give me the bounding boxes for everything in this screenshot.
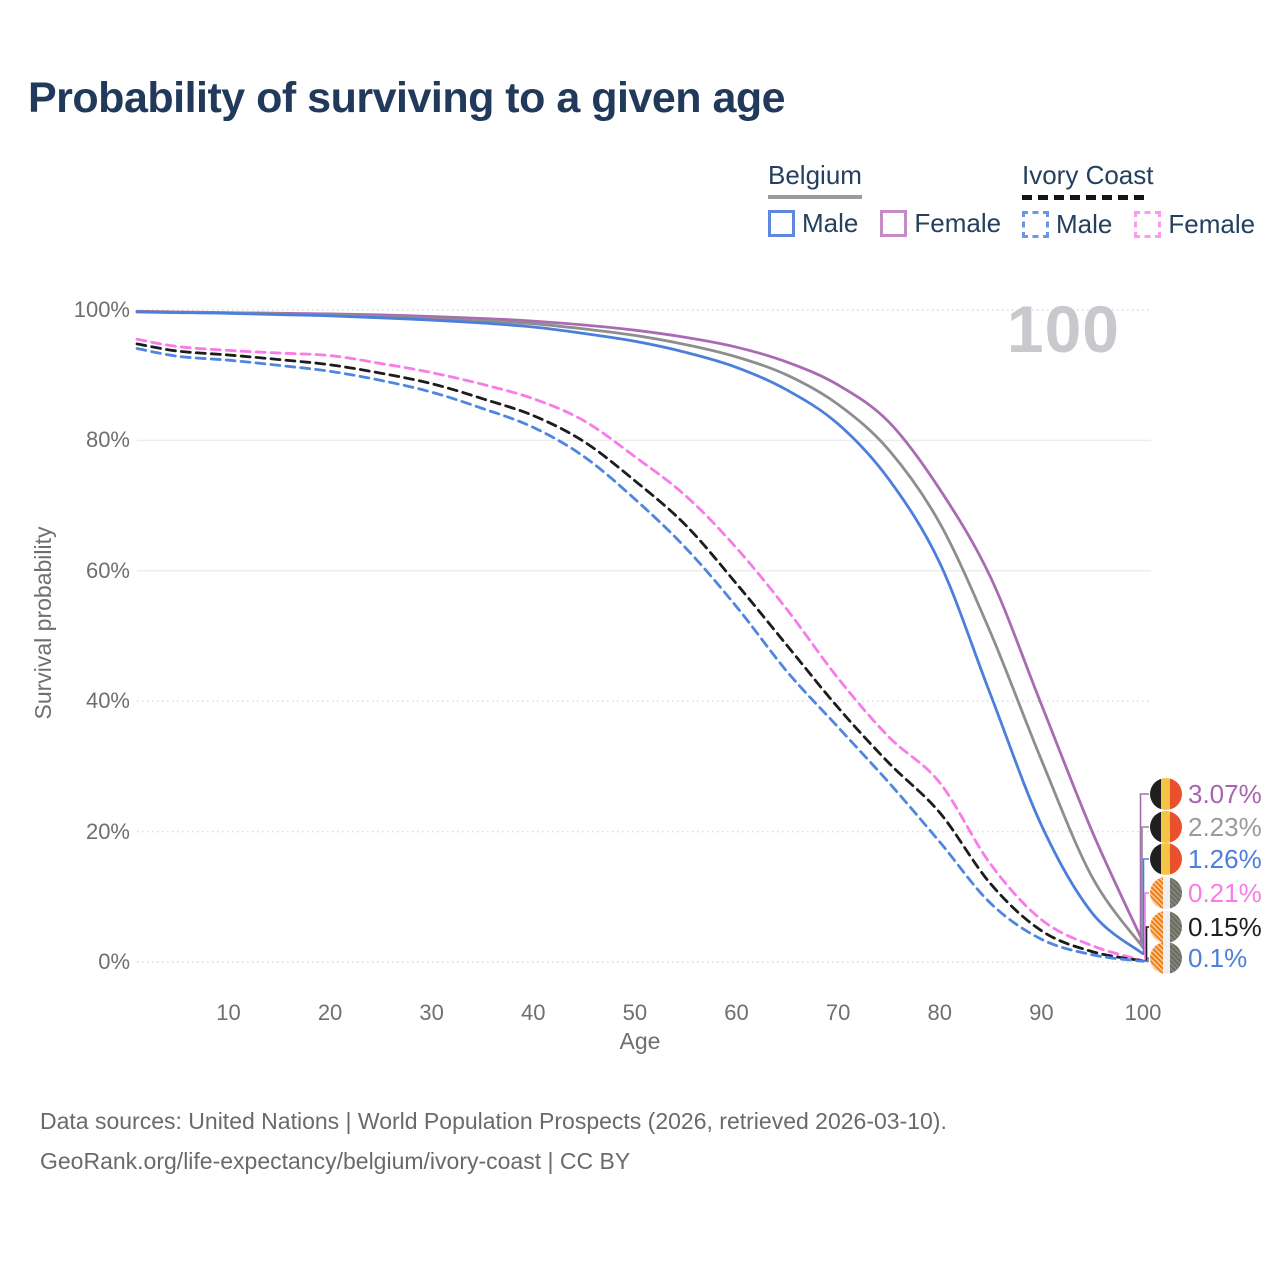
x-axis-tick-label: 30 xyxy=(419,1000,444,1025)
legend-item-label: Male xyxy=(802,208,859,238)
attribution-link: GeoRank.org/life-expectancy/belgium/ivor… xyxy=(40,1148,631,1174)
belgium-flag-icon xyxy=(1150,778,1182,810)
legend-item-belgium-male[interactable]: Male xyxy=(768,208,858,239)
end-label-leader-line xyxy=(1141,826,1149,949)
end-label-value: 3.07% xyxy=(1188,778,1262,809)
end-label-leader-line xyxy=(1143,957,1149,963)
page-title: Probability of surviving to a given age xyxy=(28,74,786,122)
end-label-ivory-coast-female: 0.21% xyxy=(1150,876,1262,910)
x-axis-tick-label: 10 xyxy=(216,1000,241,1025)
end-label-value: 0.15% xyxy=(1188,911,1262,942)
legend-group-belgium: Belgium Male Female xyxy=(768,160,1001,239)
x-axis-tick-label: 100 xyxy=(1124,1000,1162,1025)
ivory-coast-male-swatch-icon xyxy=(1022,211,1049,238)
ivory-coast-flag-icon xyxy=(1150,911,1182,943)
y-axis-tick-label: 0% xyxy=(98,949,130,974)
legend-item-ivory-coast-female[interactable]: Female xyxy=(1134,209,1255,240)
x-axis-tick-label: 50 xyxy=(622,1000,648,1025)
ivory-coast-flag-icon xyxy=(1150,877,1182,909)
end-label-belgium-male: 1.26% xyxy=(1150,842,1262,876)
legend-item-label: Female xyxy=(1168,209,1256,239)
legend-item-label: Male xyxy=(1056,209,1113,239)
end-label-value: 0.21% xyxy=(1188,877,1262,908)
end-label-belgium-female: 3.07% xyxy=(1150,777,1262,811)
legend-item-belgium-female[interactable]: Female xyxy=(880,208,1001,239)
end-label-ivory-coast-male: 0.1% xyxy=(1150,941,1247,975)
y-axis-tick-label: 20% xyxy=(85,818,130,844)
end-label-leader-line xyxy=(1142,858,1149,955)
end-label-ivory-coast-both-sexes: 0.15% xyxy=(1150,910,1262,944)
belgium-flag-icon xyxy=(1150,811,1182,843)
legend-group-ivory-coast-title: Ivory Coast xyxy=(1022,160,1154,190)
series-line-ivory-coast-male xyxy=(135,347,1145,963)
legend-item-label: Female xyxy=(914,208,1002,238)
y-axis-tick-label: 100% xyxy=(73,297,130,322)
series-line-ivory-coast-female xyxy=(135,337,1145,962)
x-axis-tick-label: 20 xyxy=(317,1000,343,1025)
series-line-ivory-coast-both-sexes xyxy=(135,342,1145,963)
end-label-belgium-both-sexes: 2.23% xyxy=(1150,810,1262,844)
x-axis-title: Age xyxy=(619,1028,661,1054)
x-axis-tick-label: 60 xyxy=(724,1000,749,1025)
series-line-belgium-female xyxy=(135,309,1145,944)
x-axis-tick-label: 40 xyxy=(521,1000,546,1025)
legend-group-belgium-title: Belgium xyxy=(768,160,862,190)
belgium-male-swatch-icon xyxy=(768,210,795,237)
belgium-flag-icon xyxy=(1150,843,1182,875)
x-axis-tick-label: 90 xyxy=(1029,1000,1054,1025)
y-axis-tick-label: 80% xyxy=(85,427,130,453)
series-line-belgium-male xyxy=(135,310,1145,956)
ivory-coast-female-swatch-icon xyxy=(1134,211,1162,238)
belgium-female-swatch-icon xyxy=(880,210,908,237)
end-label-value: 0.1% xyxy=(1188,942,1248,973)
end-label-value: 2.23% xyxy=(1188,811,1262,842)
y-axis-tick-label: 60% xyxy=(85,557,130,583)
y-axis-title: Survival probability xyxy=(30,526,56,720)
y-axis-tick-label: 40% xyxy=(85,688,130,714)
end-label-value: 1.26% xyxy=(1188,843,1262,874)
series-line-belgium-both-sexes xyxy=(135,310,1145,949)
x-axis-tick-label: 70 xyxy=(825,1000,851,1025)
watermark-age-label: 100 xyxy=(1006,292,1120,366)
data-sources-note: Data sources: United Nations | World Pop… xyxy=(40,1108,947,1134)
ivory-coast-flag-icon xyxy=(1150,942,1182,974)
legend-item-ivory-coast-male[interactable]: Male xyxy=(1022,209,1112,240)
legend-belgium-solid-line-sample xyxy=(768,195,862,199)
legend-ivory-coast-dashed-line-sample xyxy=(1022,195,1150,200)
x-axis-tick-label: 80 xyxy=(927,1000,952,1025)
legend-group-ivory-coast: Ivory Coast Male Female xyxy=(1022,160,1255,240)
